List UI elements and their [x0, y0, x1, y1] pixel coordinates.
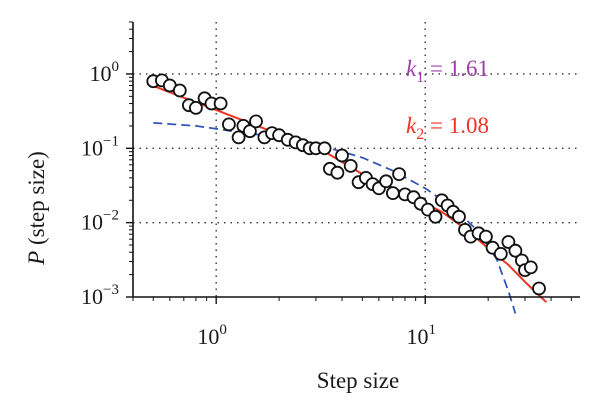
- y-tick-label-2: 10−2: [81, 208, 119, 235]
- data-point-53: [523, 260, 538, 275]
- tick-labels: 100 101 100 10−1 10−2 10−3: [81, 59, 436, 349]
- x-axis-label: Step size: [317, 368, 399, 393]
- data-points: [146, 73, 546, 296]
- data-point-26: [343, 158, 358, 173]
- data-point-3: [172, 83, 187, 98]
- data-point-42: [452, 209, 466, 224]
- data-point-10: [231, 130, 246, 145]
- data-point-50: [508, 243, 523, 258]
- y-tick-label-0: 100: [90, 59, 120, 86]
- data-point-12: [242, 124, 257, 139]
- x-tick-label-0: 100: [197, 322, 227, 349]
- grid: [133, 22, 580, 297]
- data-point-54: [532, 281, 546, 296]
- data-point-32: [385, 186, 400, 201]
- y-axis-label-rest: (step size): [24, 151, 49, 251]
- data-point-38: [428, 209, 443, 224]
- x-tick-label-1: 101: [406, 322, 436, 349]
- data-point-25: [335, 148, 349, 163]
- data-point-46: [478, 229, 493, 244]
- data-point-9: [221, 117, 236, 132]
- y-axis-label: P (step size): [24, 151, 49, 266]
- annotation-k1: k1 = 1.61: [406, 56, 489, 86]
- data-point-49: [501, 235, 516, 249]
- data-point-48: [493, 246, 508, 261]
- data-point-13: [249, 114, 263, 129]
- y-axis-label-var: P: [24, 251, 49, 266]
- annotation-k2: k2 = 1.08: [406, 113, 489, 143]
- data-point-8: [213, 96, 228, 111]
- axes: [126, 21, 580, 304]
- data-point-5: [188, 101, 203, 115]
- data-point-22: [317, 141, 332, 156]
- data-point-31: [379, 174, 394, 189]
- data-point-33: [392, 167, 407, 182]
- y-tick-label-1: 10−1: [81, 133, 119, 160]
- data-point-24: [330, 165, 345, 180]
- y-tick-label-3: 10−3: [81, 282, 119, 309]
